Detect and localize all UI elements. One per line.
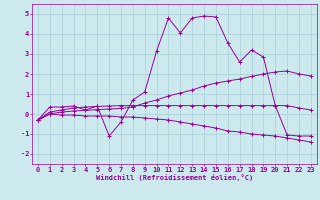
X-axis label: Windchill (Refroidissement éolien,°C): Windchill (Refroidissement éolien,°C) xyxy=(96,174,253,181)
